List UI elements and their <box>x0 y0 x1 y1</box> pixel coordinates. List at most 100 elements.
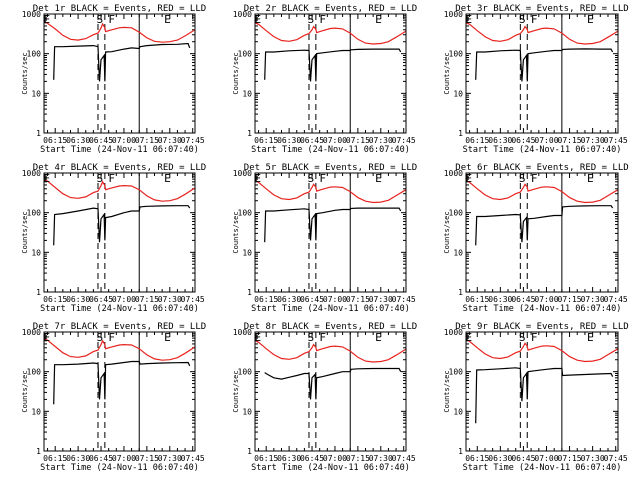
series-events-line <box>475 205 614 246</box>
y-tick-label: 1000 <box>233 169 252 178</box>
state-marker: S <box>519 172 526 185</box>
x-tick-label: 07:15 <box>135 136 159 145</box>
y-tick-label: 1 <box>247 288 252 297</box>
x-tick-label: 06:45 <box>511 454 535 463</box>
series-lld-line <box>43 20 196 43</box>
x-tick-label: 07:00 <box>534 295 558 304</box>
x-tick-label: 06:45 <box>89 295 113 304</box>
y-axis-label: Counts/sec <box>21 211 29 253</box>
x-tick-label: 07:00 <box>534 454 558 463</box>
state-marker: F <box>531 331 538 344</box>
y-axis-label: Counts/sec <box>232 52 240 94</box>
x-tick-label: 07:45 <box>181 136 205 145</box>
y-tick-label: 10 <box>31 248 41 257</box>
x-tick-label: 06:30 <box>277 295 301 304</box>
series-events-line <box>53 42 191 82</box>
x-tick-label: 07:30 <box>158 136 182 145</box>
panel-det-9: Det 9r BLACK = Events, RED = LLD 1 10 100 10… <box>443 322 629 473</box>
x-axis-label: Start Time (24-Nov-11 06:07:40) <box>251 145 410 155</box>
y-tick-label: 100 <box>27 50 42 59</box>
x-tick-label: 07:45 <box>181 454 205 463</box>
state-marker: F <box>108 331 115 344</box>
plot-frame <box>254 172 407 293</box>
state-marker: F <box>531 172 538 185</box>
x-tick-label: 06:15 <box>43 295 67 304</box>
y-tick-label: 100 <box>27 368 42 377</box>
y-tick-label: 10 <box>453 89 463 98</box>
state-marker: E <box>587 331 594 344</box>
y-tick-label: 100 <box>238 209 253 218</box>
y-axis-label: Counts/sec <box>21 52 29 94</box>
panel-det-8: Det 8r BLACK = Events, RED = LLD 1 10 100 10… <box>232 322 417 473</box>
x-tick-label: 06:15 <box>254 454 278 463</box>
series-lld-line <box>254 340 407 363</box>
x-tick-label: 07:30 <box>581 136 605 145</box>
y-tick-label: 1 <box>458 129 463 138</box>
y-axis-label: Counts/sec <box>21 370 29 412</box>
panel-det-5: Det 5r BLACK = Events, RED = LLD 1 10 100 10… <box>232 163 417 314</box>
panel-det-2: Det 2r BLACK = Events, RED = LLD 1 10 100 10… <box>232 4 417 155</box>
y-axis-label: Counts/sec <box>443 52 451 94</box>
x-tick-label: 07:30 <box>158 454 182 463</box>
plot-frame <box>465 331 619 452</box>
x-tick-label: 06:30 <box>277 136 301 145</box>
x-tick-label: 06:45 <box>89 454 113 463</box>
x-tick-label: 06:30 <box>277 454 301 463</box>
state-marker: E <box>254 172 261 185</box>
panel-title: Det 8r BLACK = Events, RED = LLD <box>244 322 417 332</box>
x-tick-label: 06:15 <box>254 295 278 304</box>
state-marker: F <box>108 172 115 185</box>
x-axis-label: Start Time (24-Nov-11 06:07:40) <box>40 304 199 314</box>
x-tick-label: 07:30 <box>369 295 393 304</box>
y-axis-label: Counts/sec <box>232 370 240 412</box>
x-tick-label: 06:45 <box>511 136 535 145</box>
state-marker: F <box>319 331 326 344</box>
y-tick-label: 1000 <box>444 10 463 19</box>
x-tick-label: 07:30 <box>581 454 605 463</box>
series-lld-line <box>465 338 619 363</box>
panel-title: Det 5r BLACK = Events, RED = LLD <box>244 163 417 173</box>
panel-det-7: Det 7r BLACK = Events, RED = LLD 1 10 100 10… <box>21 322 206 473</box>
y-tick-label: 10 <box>31 89 41 98</box>
series-lld-line <box>43 337 196 361</box>
state-marker: S <box>308 331 315 344</box>
y-tick-label: 10 <box>242 407 252 416</box>
state-marker: E <box>466 172 473 185</box>
x-tick-label: 07:30 <box>158 295 182 304</box>
x-tick-label: 06:30 <box>66 136 90 145</box>
y-tick-label: 10 <box>242 248 252 257</box>
state-marker: S <box>308 172 315 185</box>
x-axis-label: Start Time (24-Nov-11 06:07:40) <box>463 304 622 314</box>
y-tick-label: 1 <box>247 447 252 456</box>
state-marker: E <box>43 331 50 344</box>
x-tick-label: 07:15 <box>135 295 159 304</box>
state-marker: S <box>519 331 526 344</box>
x-tick-label: 07:00 <box>112 136 136 145</box>
state-marker: E <box>164 331 171 344</box>
state-marker: E <box>587 13 594 26</box>
x-tick-label: 07:30 <box>581 295 605 304</box>
x-tick-label: 06:45 <box>89 136 113 145</box>
y-tick-label: 10 <box>453 248 463 257</box>
x-tick-label: 07:15 <box>135 454 159 463</box>
x-tick-label: 07:45 <box>604 136 628 145</box>
state-marker: E <box>375 13 382 26</box>
state-marker: F <box>319 13 326 26</box>
x-axis-label: Start Time (24-Nov-11 06:07:40) <box>251 463 410 473</box>
panel-det-4: Det 4r BLACK = Events, RED = LLD 1 10 100 10… <box>21 163 206 314</box>
series-events-line <box>53 360 191 405</box>
state-marker: E <box>254 331 261 344</box>
x-tick-label: 06:45 <box>511 295 535 304</box>
x-tick-label: 07:45 <box>392 454 416 463</box>
panel-title: Det 3r BLACK = Events, RED = LLD <box>455 4 628 14</box>
y-axis-label: Counts/sec <box>443 211 451 253</box>
series-events-line <box>475 48 614 82</box>
y-tick-label: 100 <box>238 368 253 377</box>
plot-frame <box>43 331 196 452</box>
panel-title: Det 6r BLACK = Events, RED = LLD <box>455 163 628 173</box>
x-tick-label: 07:45 <box>181 295 205 304</box>
state-marker: E <box>375 172 382 185</box>
state-marker: E <box>43 172 50 185</box>
y-tick-label: 1000 <box>233 328 252 337</box>
